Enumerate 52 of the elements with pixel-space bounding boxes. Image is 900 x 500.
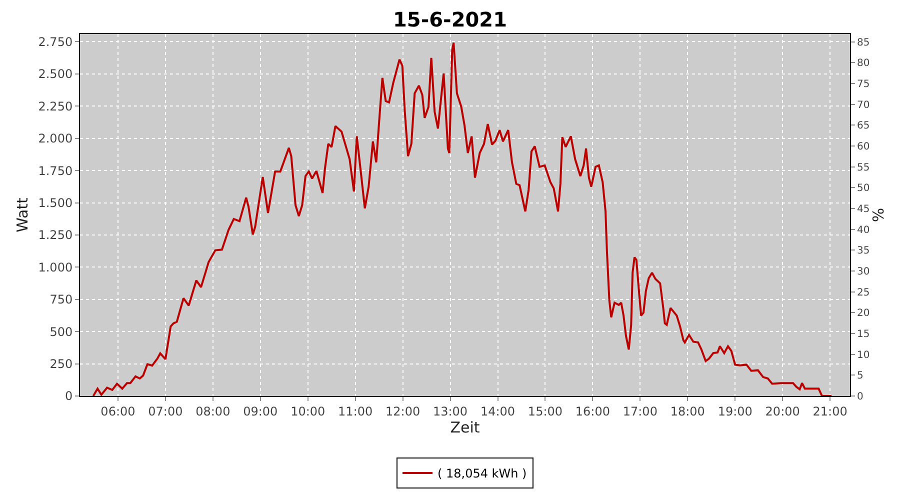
y2-tick-label: 25 (857, 287, 870, 298)
y2-tick-label: 10 (857, 350, 870, 361)
x-tick-label: 12:00 (386, 404, 420, 418)
y2-tick-label: 50 (857, 183, 870, 194)
y2-tick-label: 45 (857, 204, 870, 216)
y-tick-label: 0 (64, 389, 73, 404)
y2-tick-label: 5 (857, 370, 864, 382)
x-tick-label: 21:00 (812, 404, 848, 418)
y-tick-label: 250 (50, 356, 73, 371)
x-tick-label: 18:00 (670, 404, 705, 418)
x-tick-label: 07:00 (148, 404, 183, 418)
x-axis-title: Zeit (450, 418, 480, 436)
x-tick-label: 14:00 (480, 404, 516, 418)
x-tick-label: 10:00 (290, 404, 326, 418)
y-tick-label: 1.250 (38, 228, 73, 242)
x-tick-label: 16:00 (575, 404, 610, 418)
x-tick-label: 09:00 (243, 404, 278, 418)
x-tick-label: 20:00 (765, 404, 800, 418)
y2-tick-label: 40 (857, 224, 870, 236)
y-tick-label: 2.250 (38, 99, 73, 114)
x-tick-label: 11:00 (338, 404, 373, 418)
line-series (92, 42, 832, 396)
y2-tick-label: 55 (857, 162, 870, 174)
y-tick-label: 1.500 (38, 196, 73, 210)
y2-tick-label: 75 (857, 79, 870, 90)
y2-tick-label: 20 (857, 308, 870, 320)
x-tick-label: 13:00 (432, 404, 468, 418)
x-tick-label: 08:00 (196, 404, 230, 418)
y2-tick-label: 0 (857, 392, 864, 402)
x-tick-label: 17:00 (622, 404, 658, 418)
y-tick-label: 1.000 (38, 260, 73, 274)
y2-tick-label: 30 (857, 266, 870, 278)
y2-tick-label: 65 (857, 120, 870, 132)
y-tick-label: 2.000 (38, 132, 73, 146)
y2-tick-label: 85 (857, 37, 870, 48)
y-axis-title: Watt (13, 197, 32, 232)
x-tick-label: 06:00 (100, 404, 136, 418)
y-tick-label: 500 (50, 324, 73, 339)
x-tick-label: 19:00 (718, 404, 752, 418)
y2-tick-label: 15 (857, 329, 870, 340)
x-tick-label: 15:00 (528, 404, 563, 418)
y-tick-label: 2.500 (38, 67, 73, 82)
chart-title: 15-6-2021 (392, 8, 508, 32)
legend-label: ( 18,054 kWh ) (438, 466, 527, 481)
y2-tick-label: 70 (857, 100, 870, 111)
y2-tick-label: 80 (857, 58, 870, 70)
y2-axis-title: % (870, 208, 888, 222)
y-tick-label: 1.750 (38, 164, 73, 178)
y2-tick-label: 60 (857, 142, 870, 153)
y2-tick-label: 35 (857, 246, 870, 257)
y-tick-label: 750 (50, 292, 73, 307)
y-tick-label: 2.750 (38, 34, 73, 49)
